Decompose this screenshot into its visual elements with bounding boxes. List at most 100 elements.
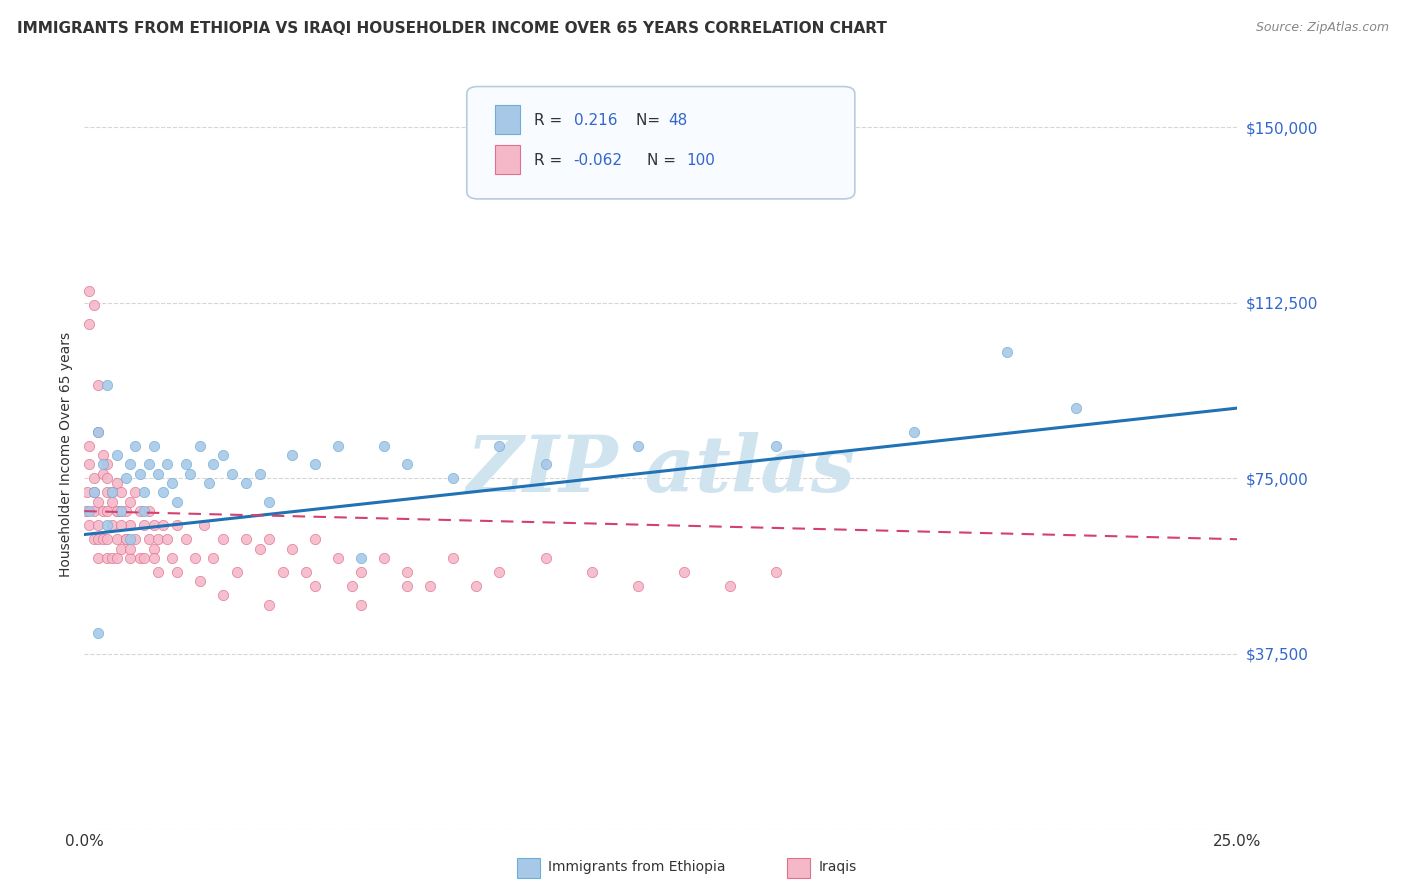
Point (96, 532, 118, 546)
Point (166, 565, 188, 579)
Point (271, 565, 294, 579)
Point (96, 504, 118, 518)
Point (350, 551, 373, 566)
Point (105, 448, 128, 462)
Point (166, 494, 188, 508)
Point (101, 485, 124, 500)
Point (488, 439, 510, 453)
Point (77, 457, 100, 471)
Point (87, 551, 110, 566)
Text: R =: R = (534, 153, 568, 168)
Point (101, 551, 124, 566)
Point (110, 504, 132, 518)
Point (304, 457, 326, 471)
Point (134, 518, 156, 533)
Point (672, 565, 695, 579)
Point (174, 532, 197, 546)
Point (581, 565, 603, 579)
Point (110, 485, 132, 500)
Point (396, 565, 419, 579)
Point (124, 532, 146, 546)
Point (765, 565, 787, 579)
Point (294, 565, 316, 579)
Point (83, 298, 105, 312)
Point (152, 485, 174, 500)
Point (87, 518, 110, 533)
Point (128, 467, 150, 481)
Point (83, 485, 105, 500)
Point (419, 579, 441, 593)
Point (373, 439, 395, 453)
Point (96, 471, 118, 485)
Point (87, 377, 110, 392)
Point (304, 532, 326, 546)
Point (340, 579, 363, 593)
Point (91, 448, 114, 462)
Point (534, 457, 557, 471)
Point (120, 532, 142, 546)
Point (249, 467, 271, 481)
Point (87, 425, 110, 439)
Point (83, 504, 105, 518)
Point (87, 626, 110, 640)
Point (115, 504, 138, 518)
Point (115, 532, 138, 546)
Point (128, 504, 150, 518)
Point (77, 284, 100, 298)
Point (105, 551, 128, 566)
Text: Iraqis: Iraqis (818, 860, 856, 874)
Point (120, 541, 142, 556)
Point (110, 541, 132, 556)
Point (96, 485, 118, 500)
Point (110, 518, 132, 533)
Point (211, 589, 233, 603)
Point (465, 579, 488, 593)
Point (188, 439, 211, 453)
Point (87, 494, 110, 508)
Point (202, 457, 225, 471)
Point (211, 448, 233, 462)
Point (718, 579, 741, 593)
Point (1064, 401, 1087, 416)
Point (396, 579, 419, 593)
Point (146, 467, 169, 481)
Point (202, 551, 225, 566)
Text: Source: ZipAtlas.com: Source: ZipAtlas.com (1256, 21, 1389, 34)
Point (142, 551, 165, 566)
Point (249, 541, 271, 556)
Point (160, 551, 183, 566)
Point (115, 471, 138, 485)
Point (77, 518, 100, 533)
Point (83, 471, 105, 485)
Point (134, 485, 156, 500)
Point (120, 457, 142, 471)
Point (184, 551, 207, 566)
Point (96, 551, 118, 566)
Point (179, 467, 201, 481)
Point (350, 598, 373, 612)
Text: 0.216: 0.216 (574, 113, 617, 128)
Point (160, 476, 183, 491)
Point (221, 467, 243, 481)
Point (124, 439, 146, 453)
Point (134, 504, 156, 518)
Point (211, 532, 233, 546)
Text: ZIP atlas: ZIP atlas (467, 432, 855, 508)
Point (77, 504, 100, 518)
Point (105, 476, 128, 491)
Text: N=: N= (636, 113, 665, 128)
Point (534, 551, 557, 566)
Point (105, 504, 128, 518)
Point (193, 518, 215, 533)
Point (120, 551, 142, 566)
Point (142, 439, 165, 453)
Point (281, 541, 304, 556)
Point (120, 518, 142, 533)
Point (105, 532, 128, 546)
Point (105, 504, 128, 518)
Point (128, 551, 150, 566)
Point (166, 518, 188, 533)
Point (83, 485, 105, 500)
Point (87, 532, 110, 546)
Point (77, 439, 100, 453)
